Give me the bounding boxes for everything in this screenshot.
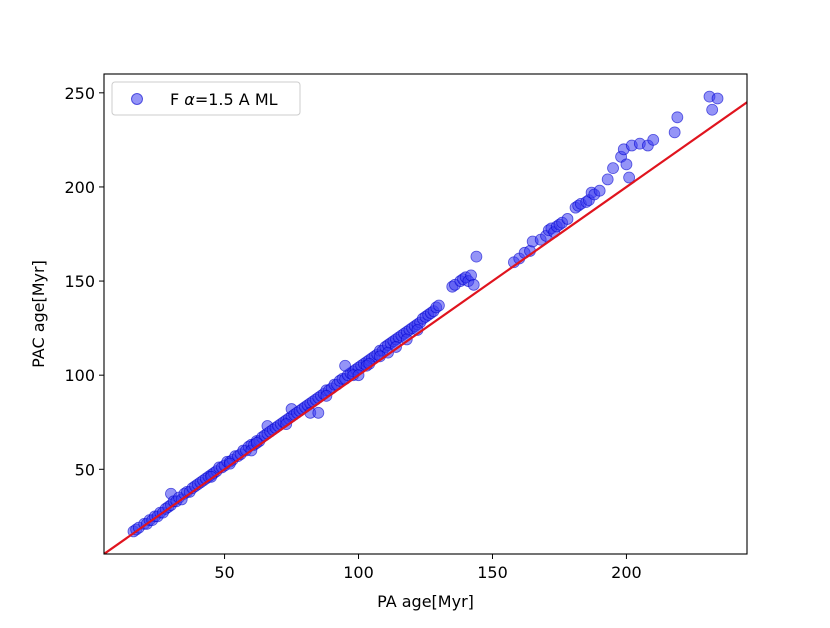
x-tick-label: 50 xyxy=(214,563,234,582)
y-tick-label: 100 xyxy=(64,366,95,385)
scatter-point xyxy=(470,250,483,263)
y-tick-label: 150 xyxy=(64,272,95,291)
scatter-point xyxy=(561,213,574,225)
scatter-point xyxy=(593,184,606,197)
axis-layer: 50 100 150 200 50 100 150 200 250 xyxy=(64,84,641,582)
x-tick-label: 150 xyxy=(477,563,508,582)
x-tick-label: 200 xyxy=(611,563,642,582)
scatter-point xyxy=(668,126,681,139)
x-tick-label: 100 xyxy=(343,563,374,582)
scatter-point xyxy=(620,158,633,171)
legend-label-suffix: =1.5 A ML xyxy=(195,90,278,109)
y-tick-label: 250 xyxy=(64,84,95,103)
legend: F α=1.5 A ML xyxy=(111,81,301,116)
scatter-point xyxy=(623,171,636,184)
scatter-point xyxy=(432,299,445,312)
scatter-point xyxy=(467,278,480,291)
scatter-point xyxy=(711,92,724,105)
plot-frame xyxy=(103,73,748,555)
legend-label: F α=1.5 A ML xyxy=(170,90,278,109)
scatter-point xyxy=(647,133,660,146)
legend-label-prefix: F xyxy=(170,90,184,109)
scatter-point xyxy=(601,173,614,186)
scatter-point xyxy=(607,162,619,175)
legend-label-symbol: α xyxy=(184,90,195,109)
x-axis-label: PA age[Myr] xyxy=(377,592,474,611)
legend-marker xyxy=(131,93,143,105)
y-axis-label: PAC age[Myr] xyxy=(29,260,48,368)
plot-layer xyxy=(104,90,747,554)
y-tick-label: 200 xyxy=(64,178,95,197)
reference-line xyxy=(104,101,747,554)
scatter-point xyxy=(706,103,719,116)
scatter-point xyxy=(671,111,684,124)
scatter-point xyxy=(312,406,325,419)
scatter-point xyxy=(339,359,352,372)
y-tick-label: 50 xyxy=(75,460,95,479)
legend-box xyxy=(111,81,301,116)
